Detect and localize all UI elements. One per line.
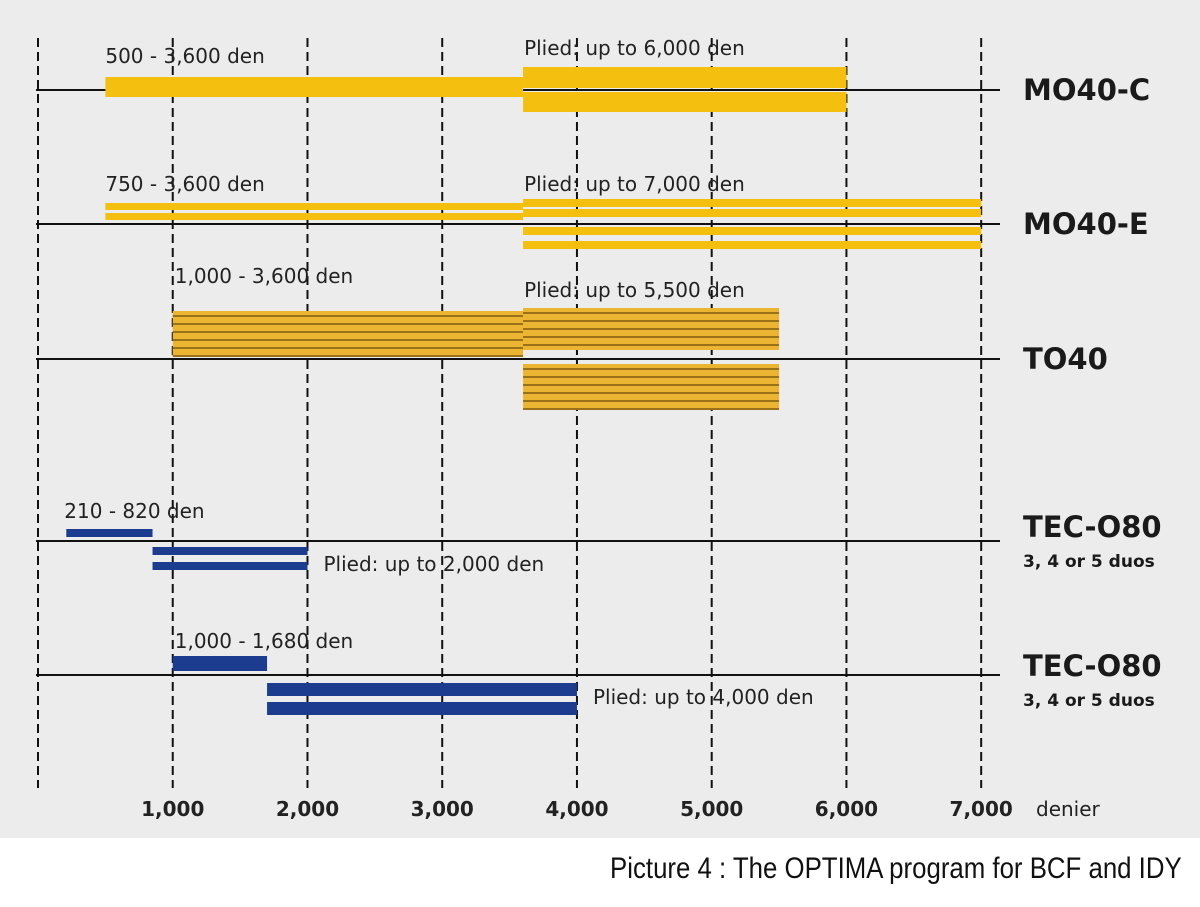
machine-name: TEC-O80 (1023, 649, 1162, 683)
x-tick-label: 6,000 (815, 797, 878, 821)
machine-name: TEC-O80 (1023, 510, 1162, 544)
machine-subtitle: 3, 4 or 5 duos (1023, 552, 1155, 572)
plied-bar (523, 209, 982, 217)
single-bar (66, 529, 153, 537)
x-tick-label: 4,000 (545, 797, 608, 821)
plied-bar-stripe (523, 376, 780, 378)
plied-range-label: Plied: up to 6,000 den (524, 36, 745, 60)
plied-bar (267, 683, 577, 696)
plied-bar-stripe (523, 384, 780, 386)
plied-bar-stripe (523, 408, 780, 410)
plied-bar (523, 92, 847, 112)
single-range-label: 500 - 3,600 den (105, 44, 264, 68)
plied-bar-stripe (523, 312, 780, 314)
plied-bar (152, 547, 308, 555)
plied-bar-stripe (523, 400, 780, 402)
plied-range-label: Plied: up to 4,000 den (593, 685, 814, 709)
plied-bar (267, 702, 577, 715)
plied-bar (523, 199, 982, 207)
single-bar-stripe (172, 347, 524, 349)
plied-bar-stripe (523, 320, 780, 322)
single-bar-stripe (172, 355, 524, 357)
single-bar (172, 656, 268, 671)
plied-range-label: Plied: up to 5,500 den (524, 278, 745, 302)
single-bar-stripe (172, 315, 524, 317)
x-tick-label: 5,000 (680, 797, 743, 821)
plied-bar-stripe (523, 368, 780, 370)
single-bar-stripe (172, 323, 524, 325)
bars (66, 67, 982, 715)
single-bar-stripe (172, 339, 524, 341)
plied-bar-stripe (523, 336, 780, 338)
single-range-label: 750 - 3,600 den (105, 172, 264, 196)
plied-bar (523, 67, 847, 88)
single-bar (105, 77, 524, 97)
x-tick-label: 7,000 (950, 797, 1013, 821)
machine-name: MO40-E (1023, 207, 1149, 241)
single-bar (105, 213, 524, 220)
plied-bar (523, 364, 780, 410)
x-tick-labels: 1,000 2,000 3,000 4,000 5,000 6,000 7,000 (141, 797, 1013, 821)
plied-range-label: Plied: up to 7,000 den (524, 172, 745, 196)
x-tick-label: 1,000 (141, 797, 204, 821)
single-range-label: 210 - 820 den (64, 499, 204, 523)
machine-name: MO40-C (1023, 73, 1150, 107)
plied-bar (523, 227, 982, 235)
machine-labels: MO40-C MO40-E TO40 TEC-O80 3, 4 or 5 duos TEC… (1023, 73, 1162, 711)
plied-bar-stripe (523, 344, 780, 346)
machine-name: TO40 (1023, 342, 1108, 376)
single-bar (172, 311, 524, 356)
plied-bar-stripe (523, 328, 780, 330)
figure-caption: Picture 4 : The OPTIMA program for BCF a… (610, 852, 1182, 885)
plied-range-label: Plied: up to 2,000 den (323, 552, 544, 576)
plied-bar-stripe (523, 392, 780, 394)
chart-background (0, 0, 1200, 838)
x-tick-label: 2,000 (276, 797, 339, 821)
machine-subtitle: 3, 4 or 5 duos (1023, 691, 1155, 711)
bar-labels: 500 - 3,600 den Plied: up to 6,000 den 750… (64, 36, 813, 709)
x-tick-label: 3,000 (411, 797, 474, 821)
plied-bar (523, 241, 982, 249)
single-range-label: 1,000 - 1,680 den (175, 629, 353, 653)
single-range-label: 1,000 - 3,600 den (175, 264, 353, 288)
single-bar (105, 203, 524, 210)
x-unit-label: denier (1036, 797, 1101, 821)
single-bar-stripe (172, 331, 524, 333)
plied-bar (152, 562, 308, 570)
